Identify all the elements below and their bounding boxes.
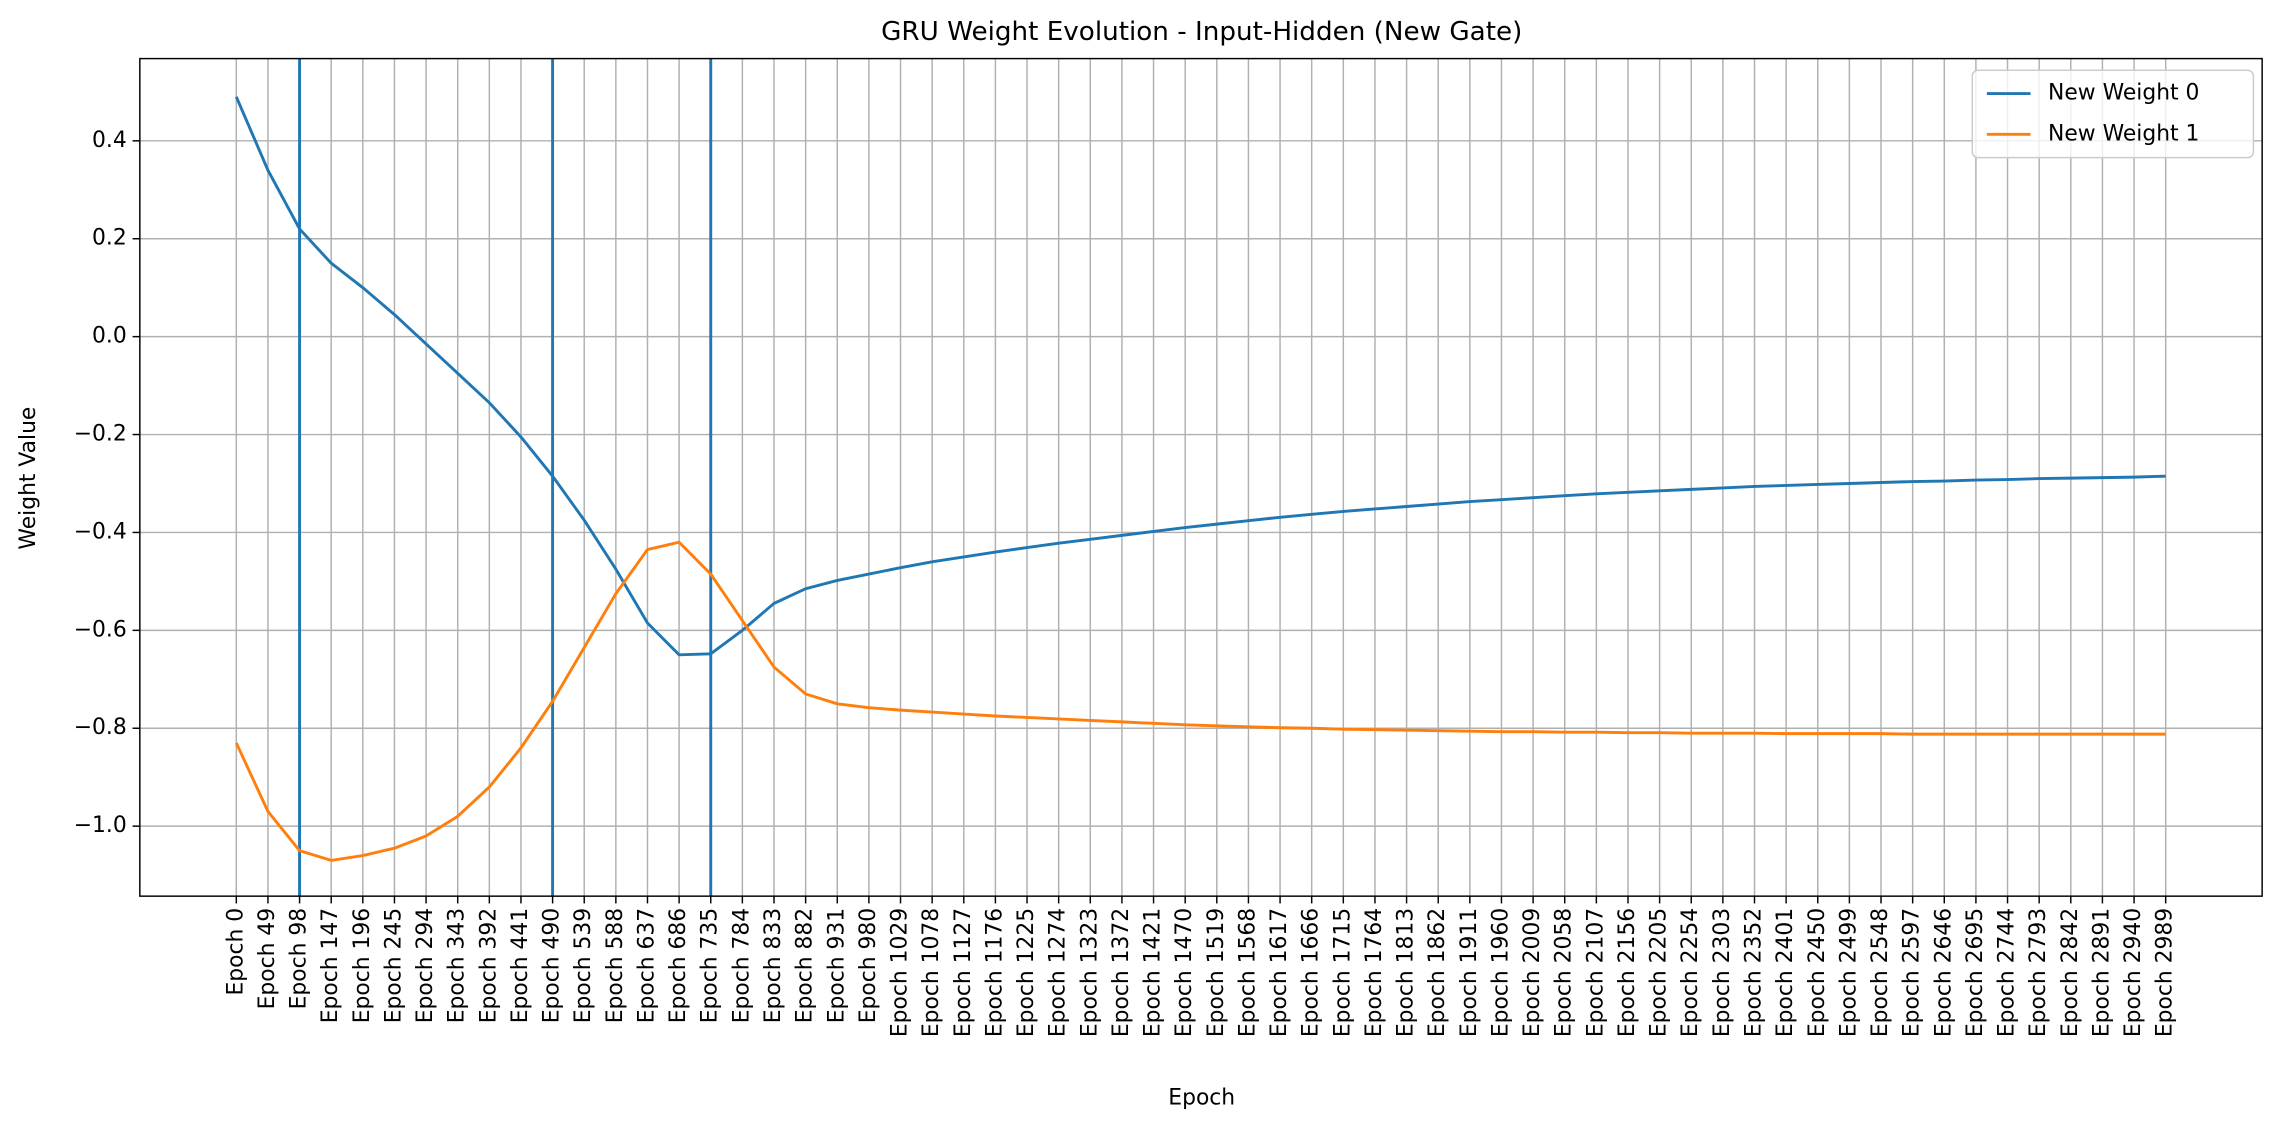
x-tick-label: Epoch 2450 [1805,908,1830,1037]
x-tick-label: Epoch 1617 [1267,908,1292,1037]
x-tick-label: Epoch 2499 [1836,908,1861,1037]
x-tick-label: Epoch 1911 [1457,908,1482,1037]
x-tick-label: Epoch 833 [761,908,786,1023]
legend-label: New Weight 0 [2048,81,2199,106]
x-tick-label: Epoch 2303 [1710,908,1735,1037]
x-tick-label: Epoch 343 [445,908,470,1023]
x-tick-label: Epoch 1274 [1046,908,1071,1037]
chart-title: GRU Weight Evolution - Input-Hidden (New… [881,17,1522,47]
legend-box [1971,69,2255,159]
x-tick-label: Epoch 1470 [1172,908,1197,1037]
x-tick-label: Epoch 196 [350,908,375,1023]
y-tick-label: 0.4 [92,128,127,153]
data-line [234,540,2166,862]
x-tick-label: Epoch 2156 [1615,908,1640,1037]
x-tick-label: Epoch 392 [476,908,501,1023]
x-tick-label: Epoch 1715 [1330,908,1355,1037]
x-tick-label: Epoch 1813 [1394,908,1419,1037]
x-tick-label: Epoch 1225 [1014,908,1039,1037]
y-axis-label: Weight Value [16,407,41,550]
y-tick-label: −0.8 [74,715,127,740]
x-tick-label: Epoch 931 [824,908,849,1023]
x-tick-label: Epoch 147 [318,908,343,1023]
x-tick-label: Epoch 2352 [1742,908,1767,1037]
x-tick-label: Epoch 637 [634,908,659,1023]
y-tick-label: 0.0 [92,324,127,349]
y-tick-label: −1.0 [74,813,127,838]
x-tick-label: Epoch 1421 [1141,908,1166,1037]
x-tick-label: Epoch 1666 [1299,908,1324,1037]
x-tick-label: Epoch 735 [698,908,723,1023]
x-tick-label: Epoch 1372 [1109,908,1134,1037]
x-tick-label: Epoch 2646 [1931,908,1956,1037]
x-tick-label: Epoch 1176 [982,908,1007,1037]
y-tick-label: −0.6 [74,617,127,642]
x-tick-label: Epoch 49 [255,908,280,1010]
x-tick-label: Epoch 490 [540,908,565,1023]
x-tick-label: Epoch 2940 [2121,908,2146,1037]
x-tick-label: Epoch 245 [381,908,406,1023]
x-axis-label: Epoch [1168,1086,1235,1111]
x-tick-label: Epoch 539 [571,908,596,1023]
x-tick-label: Epoch 294 [413,908,438,1023]
x-tick-label: Epoch 2401 [1773,908,1798,1037]
x-tick-label: Epoch 2254 [1678,908,1703,1037]
x-tick-label: Epoch 2058 [1552,908,1577,1037]
x-tick-label: Epoch 882 [793,908,818,1023]
data-line [234,96,2166,657]
x-tick-label: Epoch 2009 [1520,908,1545,1037]
y-tick-label: −0.2 [74,422,127,447]
legend-label: New Weight 1 [2048,121,2199,146]
x-tick-label: Epoch 2695 [1963,908,1988,1037]
x-tick-label: Epoch 2891 [2089,908,2114,1037]
x-tick-label: Epoch 1127 [951,908,976,1037]
x-tick-label: Epoch 2597 [1900,908,1925,1037]
x-tick-label: Epoch 2205 [1647,908,1672,1037]
x-tick-label: Epoch 1323 [1077,908,1102,1037]
x-tick-label: Epoch 1029 [888,908,913,1037]
x-tick-label: Epoch 2107 [1583,908,1608,1037]
x-tick-label: Epoch 1568 [1235,908,1260,1037]
x-tick-label: Epoch 0 [223,908,248,996]
x-tick-label: Epoch 1764 [1362,908,1387,1037]
x-tick-label: Epoch 784 [729,908,754,1023]
x-tick-label: Epoch 1078 [919,908,944,1037]
x-tick-label: Epoch 980 [856,908,881,1023]
plot-frame [139,57,2263,897]
x-tick-label: Epoch 2842 [2058,908,2083,1037]
x-tick-label: Epoch 441 [508,908,533,1023]
x-tick-label: Epoch 98 [287,908,312,1010]
x-tick-label: Epoch 2793 [2026,908,2051,1037]
x-tick-label: Epoch 686 [666,908,691,1023]
x-tick-label: Epoch 2989 [2153,908,2178,1037]
x-tick-label: Epoch 588 [603,908,628,1023]
x-tick-label: Epoch 1519 [1204,908,1229,1037]
x-tick-label: Epoch 2548 [1868,908,1893,1037]
y-tick-label: −0.4 [74,519,127,544]
y-tick-label: 0.2 [92,226,127,251]
x-tick-label: Epoch 1960 [1488,908,1513,1037]
x-tick-label: Epoch 1862 [1425,908,1450,1037]
x-tick-label: Epoch 2744 [1995,908,2020,1037]
